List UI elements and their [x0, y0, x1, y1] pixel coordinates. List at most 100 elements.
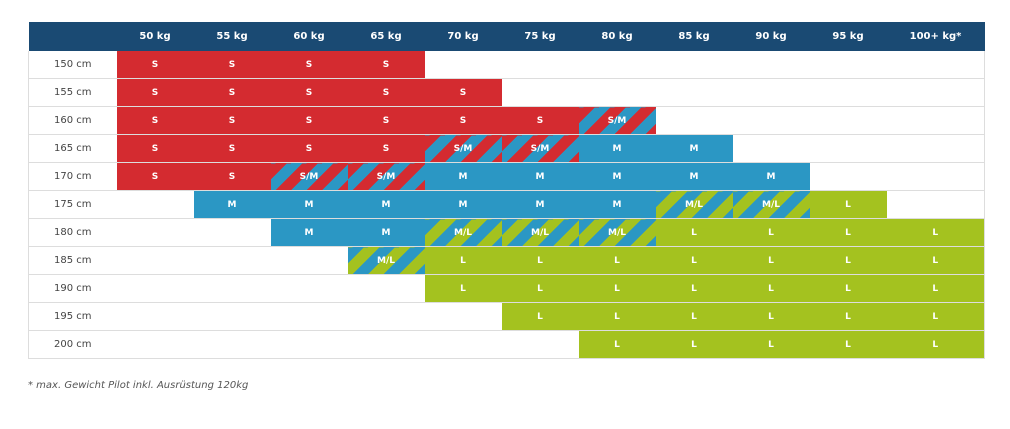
- size-cell: L: [501, 246, 579, 275]
- empty-cell: [886, 190, 985, 219]
- size-cell: S: [347, 106, 425, 135]
- weight-header: 80 kg: [578, 22, 656, 51]
- size-cell: L: [578, 302, 656, 331]
- size-cell: L: [578, 330, 656, 359]
- empty-cell: [809, 162, 887, 191]
- size-cell: M: [424, 190, 502, 219]
- size-cell: L: [809, 218, 887, 247]
- empty-cell: [886, 106, 985, 135]
- empty-cell: [347, 330, 425, 359]
- size-cell: M/L: [655, 190, 733, 219]
- size-cell: L: [578, 274, 656, 303]
- table-row: 195 cm L L L L L L: [28, 302, 985, 331]
- empty-cell: [116, 218, 194, 247]
- empty-cell: [270, 330, 348, 359]
- size-cell: M: [347, 218, 425, 247]
- table-row: 175 cm M M M M M M M/L M/L L: [28, 190, 985, 219]
- empty-cell: [424, 330, 502, 359]
- size-cell: S: [347, 78, 425, 107]
- empty-cell: [116, 330, 194, 359]
- size-cell: L: [809, 302, 887, 331]
- table-row: 190 cm L L L L L L L: [28, 274, 985, 303]
- weight-header: 70 kg: [424, 22, 502, 51]
- size-cell: S: [270, 106, 348, 135]
- size-cell: M: [732, 162, 810, 191]
- empty-cell: [809, 51, 887, 79]
- size-cell: M/L: [424, 218, 502, 247]
- size-cell: L: [809, 246, 887, 275]
- height-label: 150 cm: [28, 51, 117, 79]
- size-cell: M: [424, 162, 502, 191]
- empty-cell: [809, 106, 887, 135]
- empty-cell: [886, 134, 985, 163]
- size-cell: L: [732, 246, 810, 275]
- empty-cell: [116, 190, 194, 219]
- height-label: 180 cm: [28, 218, 117, 247]
- weight-header: 90 kg: [732, 22, 810, 51]
- weight-header: 85 kg: [655, 22, 733, 51]
- size-cell: L: [501, 274, 579, 303]
- table-row: 170 cm S S S/M S/M M M M M M: [28, 162, 985, 191]
- empty-cell: [347, 274, 425, 303]
- size-cell: L: [732, 302, 810, 331]
- size-cell: L: [655, 218, 733, 247]
- size-cell: M: [655, 162, 733, 191]
- size-cell: M: [655, 134, 733, 163]
- size-cell: M/L: [347, 246, 425, 275]
- footnote: * max. Gewicht Pilot inkl. Ausrüstung 12…: [28, 380, 249, 391]
- empty-cell: [732, 106, 810, 135]
- table-row: 150 cm S S S S: [28, 51, 985, 79]
- empty-cell: [424, 302, 502, 331]
- size-cell: M: [501, 190, 579, 219]
- size-cell: L: [655, 246, 733, 275]
- height-label: 190 cm: [28, 274, 117, 303]
- size-cell: L: [655, 302, 733, 331]
- empty-cell: [809, 78, 887, 107]
- height-label: 155 cm: [28, 78, 117, 107]
- height-label: 170 cm: [28, 162, 117, 191]
- size-cell: L: [886, 330, 985, 359]
- empty-cell: [424, 51, 502, 79]
- size-cell: S: [116, 51, 194, 79]
- empty-cell: [886, 162, 985, 191]
- size-cell: L: [809, 190, 887, 219]
- size-cell: S: [424, 106, 502, 135]
- empty-cell: [270, 302, 348, 331]
- weight-header-row: 50 kg 55 kg 60 kg 65 kg 70 kg 75 kg 80 kg 85 kg…: [28, 22, 985, 51]
- empty-cell: [501, 51, 579, 79]
- table-row: 180 cm M M M/L M/L M/L L L L L: [28, 218, 985, 247]
- weight-header: 50 kg: [116, 22, 194, 51]
- size-cell: L: [732, 218, 810, 247]
- size-cell: L: [886, 302, 985, 331]
- size-cell: L: [501, 302, 579, 331]
- empty-cell: [655, 51, 733, 79]
- size-cell: L: [732, 274, 810, 303]
- empty-cell: [732, 134, 810, 163]
- size-cell: S: [193, 78, 271, 107]
- empty-cell: [193, 302, 271, 331]
- size-cell: S/M: [578, 106, 656, 135]
- size-cell: L: [578, 246, 656, 275]
- empty-cell: [655, 78, 733, 107]
- empty-cell: [347, 302, 425, 331]
- size-cell: S: [270, 78, 348, 107]
- header-corner: [28, 22, 117, 51]
- weight-header: 65 kg: [347, 22, 425, 51]
- size-cell: S/M: [424, 134, 502, 163]
- weight-header: 55 kg: [193, 22, 271, 51]
- size-chart-body: 150 cm S S S S 155 cm S S S S S 160 cm S S S S S S S/M 165 …: [28, 51, 985, 359]
- empty-cell: [501, 78, 579, 107]
- size-cell: L: [886, 246, 985, 275]
- weight-header: 100+ kg*: [886, 22, 985, 51]
- size-cell: M: [270, 218, 348, 247]
- size-cell: L: [424, 274, 502, 303]
- size-cell: M/L: [578, 218, 656, 247]
- size-cell: M: [578, 162, 656, 191]
- height-label: 200 cm: [28, 330, 117, 359]
- size-cell: S: [116, 106, 194, 135]
- weight-header: 60 kg: [270, 22, 348, 51]
- empty-cell: [886, 51, 985, 79]
- size-cell: S/M: [347, 162, 425, 191]
- empty-cell: [732, 51, 810, 79]
- empty-cell: [270, 274, 348, 303]
